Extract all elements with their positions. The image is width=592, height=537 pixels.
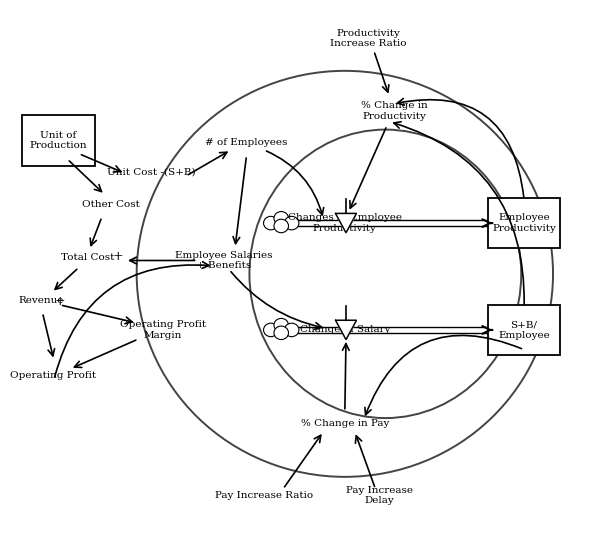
Text: Unit of
Production: Unit of Production <box>30 130 88 150</box>
Circle shape <box>263 323 278 337</box>
Polygon shape <box>336 214 356 233</box>
Text: Operating Profit
Margin: Operating Profit Margin <box>120 320 206 339</box>
Text: S+B/
Employee: S+B/ Employee <box>498 320 550 339</box>
Circle shape <box>274 219 288 233</box>
Circle shape <box>263 216 278 230</box>
Polygon shape <box>336 320 356 339</box>
Circle shape <box>274 318 288 332</box>
Text: Employee Salaries
+ Benefits: Employee Salaries + Benefits <box>175 251 272 270</box>
FancyBboxPatch shape <box>22 115 95 165</box>
Text: % Change in
Productivity: % Change in Productivity <box>361 101 427 121</box>
Text: Pay Increase
Delay: Pay Increase Delay <box>346 486 413 505</box>
Text: Productivity
Increase Ratio: Productivity Increase Ratio <box>330 29 406 48</box>
Text: Operating Profit: Operating Profit <box>9 371 96 380</box>
Text: +: + <box>55 295 66 308</box>
Circle shape <box>274 326 288 339</box>
Circle shape <box>284 323 299 337</box>
Text: +: + <box>113 250 124 263</box>
Text: Employee
Productivity: Employee Productivity <box>492 213 556 233</box>
FancyBboxPatch shape <box>488 198 560 249</box>
Text: Revenue: Revenue <box>18 296 64 305</box>
Text: % Change in Pay: % Change in Pay <box>301 419 389 428</box>
Text: Changes in Employee
Productivity: Changes in Employee Productivity <box>288 213 402 233</box>
Text: Pay Increase Ratio: Pay Increase Ratio <box>215 491 313 500</box>
Text: Change in Salary: Change in Salary <box>300 325 390 335</box>
FancyBboxPatch shape <box>488 304 560 355</box>
Polygon shape <box>336 320 356 339</box>
Circle shape <box>274 212 288 225</box>
Circle shape <box>284 216 299 230</box>
Text: Unit Cost -(S+B): Unit Cost -(S+B) <box>107 168 195 177</box>
Text: # of Employees: # of Employees <box>205 139 288 148</box>
Text: Total Cost: Total Cost <box>61 253 114 262</box>
Text: Other Cost: Other Cost <box>82 200 140 209</box>
Polygon shape <box>336 214 356 233</box>
